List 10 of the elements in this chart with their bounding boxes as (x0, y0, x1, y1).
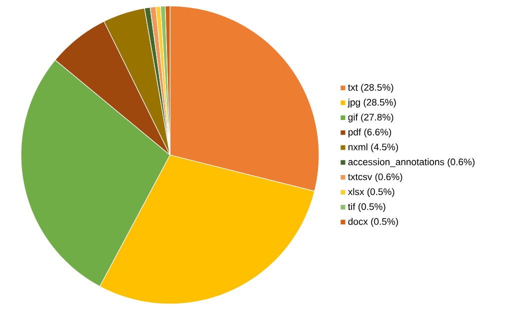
legend-label: jpg (28.5%) (348, 98, 396, 108)
legend-label: gif (27.8%) (348, 114, 394, 122)
legend-label: xlsx (0.5%) (348, 188, 394, 197)
legend-label: txt (28.5%) (348, 84, 394, 93)
legend-label: docx (0.5%) (348, 218, 398, 227)
legend-label: accession_annotations (0.6%) (348, 158, 475, 168)
legend-label: pdf (6.6%) (348, 128, 392, 138)
legend-label: nxml (4.5%) (348, 143, 398, 152)
legend-label: tif (0.5%) (348, 203, 386, 212)
legend-label: txtcsv (0.6%) (348, 173, 402, 182)
